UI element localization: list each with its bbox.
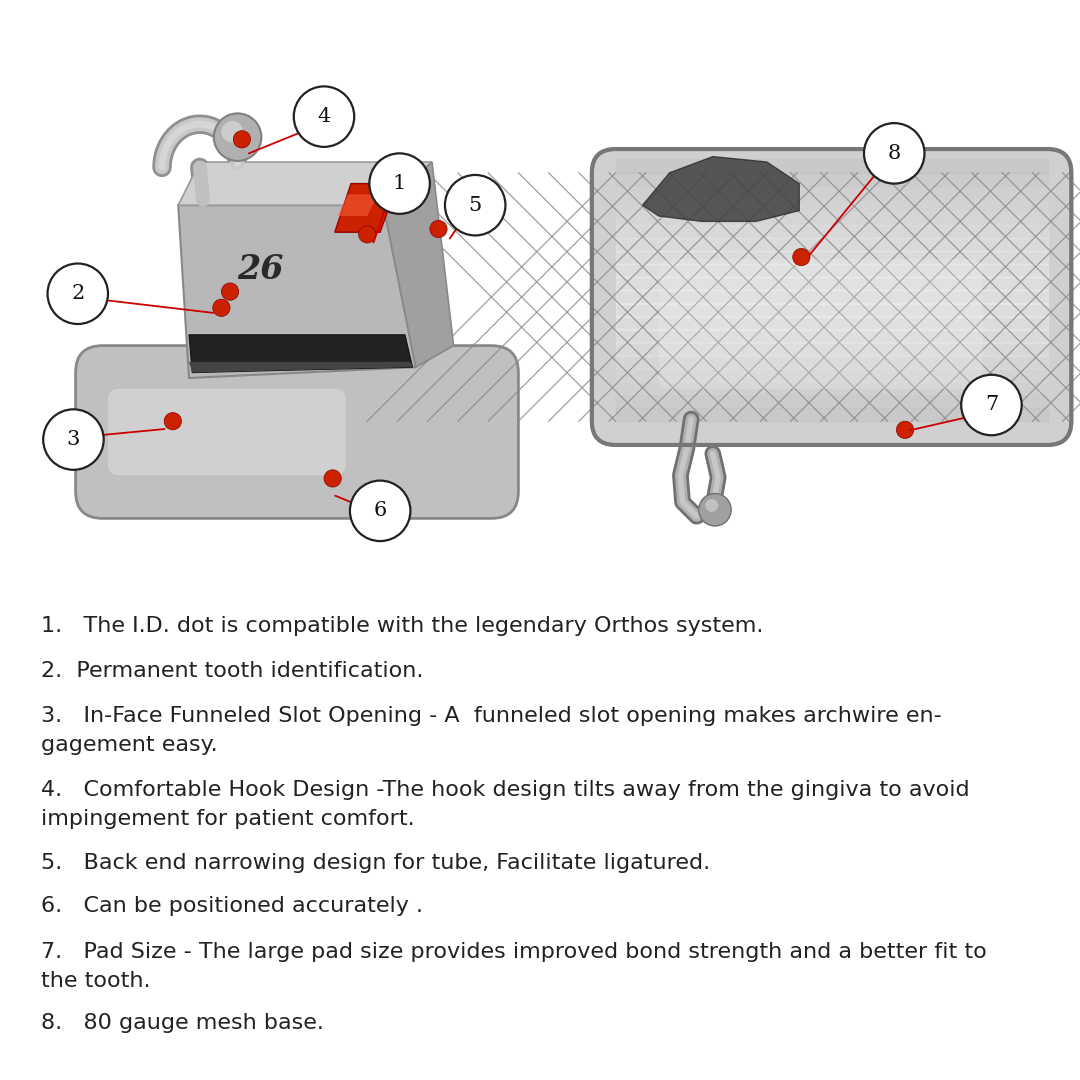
Text: 6: 6 xyxy=(374,501,387,521)
Text: 26: 26 xyxy=(238,253,284,285)
Text: 2.  Permanent tooth identification.: 2. Permanent tooth identification. xyxy=(41,661,423,681)
Text: 8.   80 gauge mesh base.: 8. 80 gauge mesh base. xyxy=(41,1013,324,1034)
Text: 1.   The I.D. dot is compatible with the legendary Orthos system.: 1. The I.D. dot is compatible with the l… xyxy=(41,616,764,636)
Circle shape xyxy=(233,131,251,148)
Text: 4: 4 xyxy=(318,107,330,126)
Text: 6.   Can be positioned accurately .: 6. Can be positioned accurately . xyxy=(41,896,423,917)
Circle shape xyxy=(359,226,376,243)
Circle shape xyxy=(864,123,924,184)
Circle shape xyxy=(961,375,1022,435)
Text: 8: 8 xyxy=(888,144,901,163)
Text: 3.   In-Face Funneled Slot Opening - A  funneled slot opening makes archwire en-: 3. In-Face Funneled Slot Opening - A fun… xyxy=(41,706,942,755)
Polygon shape xyxy=(178,162,432,205)
Polygon shape xyxy=(178,205,416,378)
Circle shape xyxy=(705,499,718,512)
FancyBboxPatch shape xyxy=(84,356,511,516)
Text: 5: 5 xyxy=(469,195,482,215)
FancyBboxPatch shape xyxy=(76,346,518,518)
FancyBboxPatch shape xyxy=(592,149,1071,445)
Polygon shape xyxy=(189,362,413,373)
Text: 1: 1 xyxy=(393,174,406,193)
Text: 5.   Back end narrowing design for tube, Facilitate ligatured.: 5. Back end narrowing design for tube, F… xyxy=(41,853,711,874)
Circle shape xyxy=(699,494,731,526)
Circle shape xyxy=(369,153,430,214)
Polygon shape xyxy=(189,335,413,373)
Circle shape xyxy=(350,481,410,541)
Polygon shape xyxy=(643,157,799,221)
Circle shape xyxy=(221,283,239,300)
Polygon shape xyxy=(337,194,378,216)
Circle shape xyxy=(324,470,341,487)
Polygon shape xyxy=(383,162,454,367)
Circle shape xyxy=(896,421,914,438)
Text: 2: 2 xyxy=(71,284,84,303)
Circle shape xyxy=(793,248,810,266)
Text: 7.   Pad Size - The large pad size provides improved bond strength and a better : 7. Pad Size - The large pad size provide… xyxy=(41,942,987,990)
Circle shape xyxy=(213,299,230,316)
Text: 7: 7 xyxy=(985,395,998,415)
Circle shape xyxy=(294,86,354,147)
Text: 4.   Comfortable Hook Design -The hook design tilts away from the gingiva to avo: 4. Comfortable Hook Design -The hook des… xyxy=(41,780,970,828)
FancyBboxPatch shape xyxy=(108,389,346,475)
Circle shape xyxy=(43,409,104,470)
Circle shape xyxy=(221,121,243,143)
Circle shape xyxy=(48,264,108,324)
Polygon shape xyxy=(335,184,397,232)
FancyBboxPatch shape xyxy=(659,259,983,389)
Text: 3: 3 xyxy=(67,430,80,449)
Circle shape xyxy=(214,113,261,161)
Circle shape xyxy=(430,220,447,238)
Circle shape xyxy=(445,175,505,235)
Circle shape xyxy=(164,413,181,430)
